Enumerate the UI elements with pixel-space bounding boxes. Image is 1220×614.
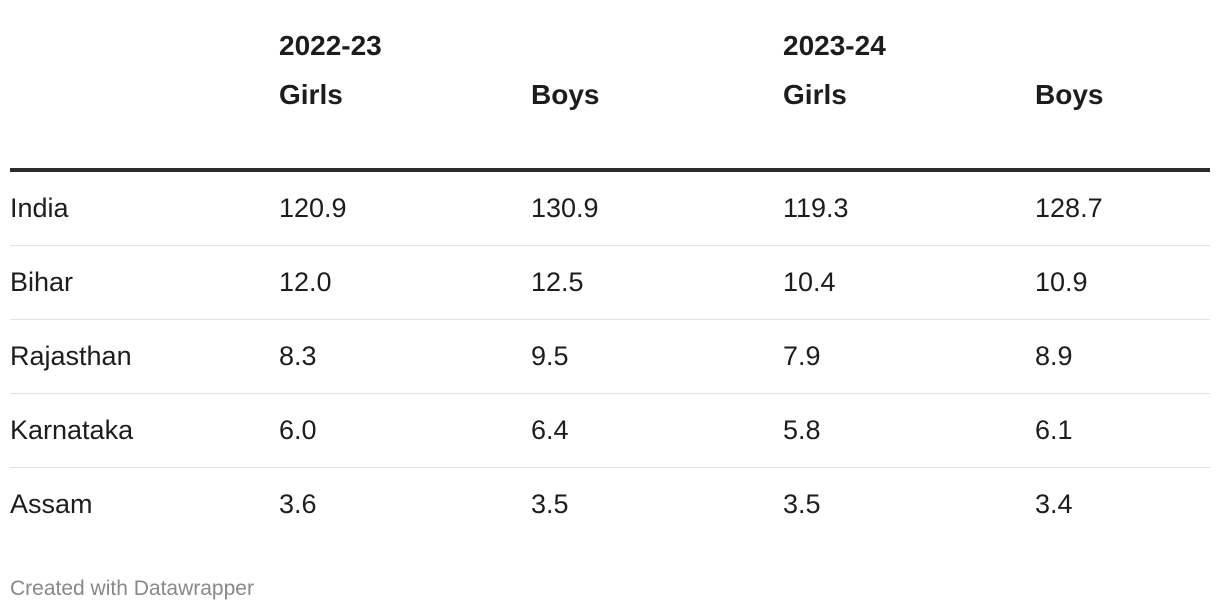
column-group-label: 2022-23: [279, 30, 382, 61]
column-header: Boys: [1035, 79, 1211, 172]
table-cell: 5.8: [783, 393, 1036, 468]
table-cell: 12.0: [279, 245, 531, 320]
table-cell: 9.5: [531, 319, 784, 394]
table-cell: 8.3: [279, 319, 531, 394]
table-row: Assam 3.6 3.5 3.5 3.4: [10, 468, 1210, 542]
table-cell: 12.5: [531, 245, 784, 320]
table-header: 2022-23 2023-24 Girls Boys Girls Boys: [10, 0, 1211, 172]
column-group-label: 2023-24: [783, 30, 886, 61]
table-cell: 3.5: [531, 489, 569, 519]
table-cell: 6.1: [1035, 393, 1211, 468]
table-cell: 3.4: [1035, 489, 1073, 519]
table-cell: 3.5: [783, 489, 821, 519]
table-row: Bihar 12.0 12.5 10.4 10.9: [10, 245, 1211, 320]
column-group-header: 2022-23: [279, 0, 783, 112]
column-header: Girls: [783, 79, 1036, 172]
column-header-label: Boys: [531, 79, 600, 110]
column-group-row: 2022-23 2023-24: [10, 0, 1210, 112]
datawrapper-credit: Created with Datawrapper: [10, 577, 254, 600]
table-body: India 120.9 130.9 119.3 128.7 Bihar 12.0…: [10, 170, 1211, 542]
row-label: India: [10, 170, 279, 246]
table-cell: 7.9: [783, 319, 1036, 394]
data-table: 2022-23 2023-24 Girls Boys Girls Boys In…: [10, 0, 1211, 542]
table-cell: 6.4: [531, 393, 784, 468]
column-header: Girls: [279, 79, 531, 172]
row-label: Bihar: [10, 245, 279, 320]
column-header-label: Boys: [1035, 79, 1104, 110]
column-header-label: Girls: [783, 79, 847, 110]
table-row: Rajasthan 8.3 9.5 7.9 8.9: [10, 319, 1211, 394]
table-row: Karnataka 6.0 6.4 5.8 6.1: [10, 393, 1211, 468]
row-label: Assam: [10, 489, 93, 519]
row-label-header: [10, 0, 279, 112]
data-table-container: 2022-23 2023-24 Girls Boys Girls Boys In…: [10, 0, 1211, 542]
row-label: Karnataka: [10, 393, 279, 468]
column-header-label: Girls: [279, 79, 343, 110]
table-cell: 119.3: [783, 170, 1036, 246]
row-label: Rajasthan: [10, 319, 279, 394]
table-cell: 10.4: [783, 245, 1036, 320]
table-cell: 10.9: [1035, 245, 1211, 320]
column-header: [10, 112, 279, 172]
table-row: India 120.9 130.9 119.3 128.7: [10, 170, 1211, 246]
column-group-header: 2023-24: [783, 0, 1210, 112]
column-header-row: Girls Boys Girls Boys: [10, 79, 1211, 172]
table-cell: 128.7: [1035, 170, 1211, 246]
table-cell: 8.9: [1035, 319, 1211, 394]
table-cell: 120.9: [279, 170, 531, 246]
column-header: Boys: [531, 79, 784, 172]
table-cell: 130.9: [531, 170, 784, 246]
table-cell: 6.0: [279, 393, 531, 468]
table-cell: 3.6: [279, 489, 317, 519]
